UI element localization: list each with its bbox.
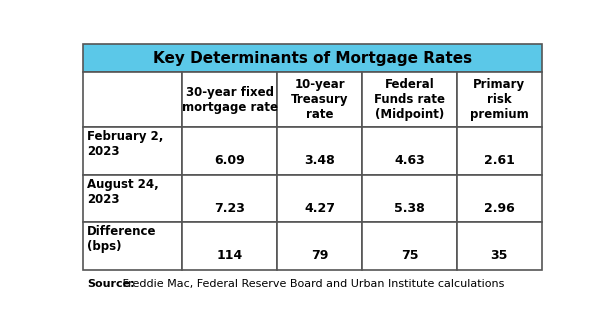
- Bar: [84, 127, 182, 175]
- Text: 4.63: 4.63: [394, 154, 425, 167]
- Text: 30-year fixed
mortgage rate: 30-year fixed mortgage rate: [182, 86, 278, 114]
- Text: 10-year
Treasury
rate: 10-year Treasury rate: [291, 78, 348, 121]
- Bar: [182, 127, 277, 175]
- Text: Freddie Mac, Federal Reserve Board and Urban Institute calculations: Freddie Mac, Federal Reserve Board and U…: [120, 279, 504, 289]
- Bar: [182, 72, 277, 127]
- Text: Key Determinants of Mortgage Rates: Key Determinants of Mortgage Rates: [153, 51, 472, 66]
- Text: 3.48: 3.48: [304, 154, 335, 167]
- Text: 4.27: 4.27: [304, 202, 335, 215]
- Bar: [84, 175, 182, 222]
- Bar: [277, 222, 362, 270]
- Bar: [84, 44, 542, 72]
- Text: Primary
risk
premium: Primary risk premium: [470, 78, 529, 121]
- Text: 5.38: 5.38: [394, 202, 425, 215]
- Bar: [457, 127, 542, 175]
- Bar: [457, 175, 542, 222]
- Text: Federal
Funds rate
(Midpoint): Federal Funds rate (Midpoint): [374, 78, 445, 121]
- Text: 2.96: 2.96: [484, 202, 515, 215]
- Bar: [362, 72, 457, 127]
- Text: 7.23: 7.23: [214, 202, 245, 215]
- Bar: [362, 175, 457, 222]
- Bar: [84, 72, 182, 127]
- Text: 2.61: 2.61: [484, 154, 515, 167]
- Text: 75: 75: [401, 249, 418, 262]
- Text: Source:: Source:: [87, 279, 135, 289]
- Bar: [362, 127, 457, 175]
- Bar: [182, 222, 277, 270]
- Text: 35: 35: [490, 249, 508, 262]
- Bar: [182, 175, 277, 222]
- Bar: [362, 222, 457, 270]
- Bar: [277, 72, 362, 127]
- Bar: [84, 222, 182, 270]
- Bar: [457, 72, 542, 127]
- Text: August 24,
2023: August 24, 2023: [87, 178, 159, 206]
- Text: 79: 79: [311, 249, 328, 262]
- Bar: [277, 175, 362, 222]
- Text: 6.09: 6.09: [214, 154, 245, 167]
- Text: February 2,
2023: February 2, 2023: [87, 130, 163, 158]
- Text: 114: 114: [217, 249, 243, 262]
- Bar: [277, 127, 362, 175]
- Bar: [457, 222, 542, 270]
- Text: Difference
(bps): Difference (bps): [87, 225, 157, 253]
